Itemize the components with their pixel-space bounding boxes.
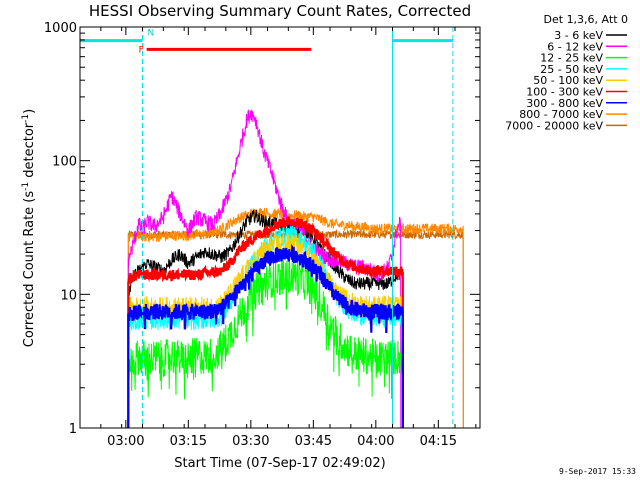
date-stamp: 9-Sep-2017 15:33: [559, 467, 636, 476]
series-line-0: [127, 209, 404, 428]
y-tick-label: 100: [52, 155, 77, 170]
night-flag-label: N: [148, 29, 155, 39]
chart-title: HESSI Observing Summary Count Rates, Cor…: [89, 2, 471, 20]
series-line-7: [127, 207, 464, 428]
flare-flag-label: F: [139, 45, 144, 55]
y-tick-label: 10: [60, 288, 77, 303]
series-layer: [127, 109, 464, 428]
legend-label: 50 - 100 keV: [533, 74, 603, 87]
y-axis-label-end: ): [22, 109, 37, 114]
legend-label: 100 - 300 keV: [526, 86, 603, 99]
x-tick-label: 03:30: [232, 434, 269, 449]
plot-frame: [79, 26, 481, 429]
legend-header: Det 1,3,6, Att 0: [544, 13, 628, 26]
y-axis-label-sup1: -1: [21, 182, 31, 191]
y-axis-label-main: Corrected Count Rate (s: [22, 191, 37, 348]
series-line-1: [127, 109, 402, 428]
legend-label: 3 - 6 keV: [554, 29, 603, 42]
y-axis-label-sup2: -1: [21, 114, 31, 123]
y-axis-label: Corrected Count Rate (s-1 detector-1): [21, 109, 37, 347]
y-axis-label-mid: detector: [22, 122, 37, 182]
x-tick-label: 03:45: [295, 434, 332, 449]
series-line-5: [127, 215, 404, 428]
x-tick-label: 04:15: [420, 434, 457, 449]
legend-label: 25 - 50 keV: [540, 63, 603, 76]
legend-label: 12 - 25 keV: [540, 52, 603, 65]
axes-layer: 03:00 03:15 03:30 03:45 04:00 04:15 1 10 100 1000: [44, 21, 480, 449]
y-tick-label: 1000: [44, 21, 77, 36]
legend-label: 6 - 12 keV: [547, 40, 603, 53]
x-tick-label: 04:00: [357, 434, 394, 449]
series-line-6: [127, 243, 404, 428]
series-line-2: [127, 257, 404, 428]
y-tick-label: 1: [69, 422, 77, 437]
legend-label: 300 - 800 keV: [526, 97, 603, 110]
legend-label: 800 - 7000 keV: [519, 108, 603, 121]
x-tick-label: 03:15: [170, 434, 207, 449]
legend-label: 7000 - 20000 keV: [505, 119, 603, 132]
x-axis-label: Start Time (07-Sep-17 02:49:02): [174, 456, 385, 471]
x-tick-label: 03:00: [107, 434, 144, 449]
